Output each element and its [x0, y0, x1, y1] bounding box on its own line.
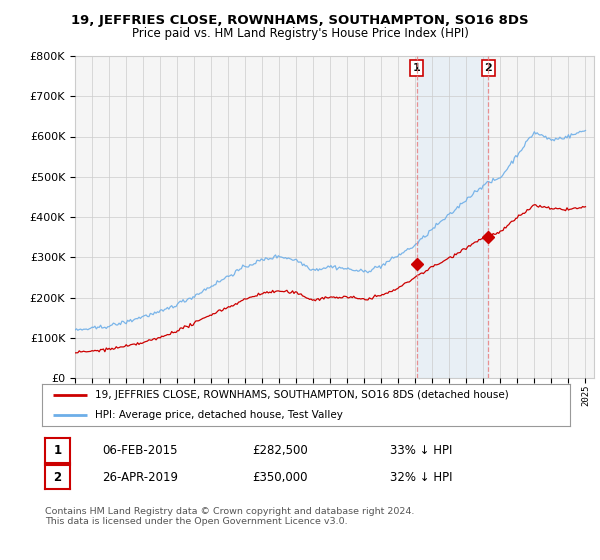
Text: Contains HM Land Registry data © Crown copyright and database right 2024.
This d: Contains HM Land Registry data © Crown c… — [45, 507, 415, 526]
Text: 1: 1 — [413, 63, 421, 73]
Bar — [416, 56, 488, 378]
Text: 32% ↓ HPI: 32% ↓ HPI — [390, 470, 452, 484]
Text: 33% ↓ HPI: 33% ↓ HPI — [390, 444, 452, 458]
Text: HPI: Average price, detached house, Test Valley: HPI: Average price, detached house, Test… — [95, 410, 343, 420]
Text: £282,500: £282,500 — [252, 444, 308, 458]
Text: 1: 1 — [53, 444, 62, 458]
Text: 26-APR-2019: 26-APR-2019 — [102, 470, 178, 484]
Text: 2: 2 — [484, 63, 492, 73]
Text: 2: 2 — [53, 470, 62, 484]
Text: 06-FEB-2015: 06-FEB-2015 — [102, 444, 178, 458]
Text: 19, JEFFRIES CLOSE, ROWNHAMS, SOUTHAMPTON, SO16 8DS: 19, JEFFRIES CLOSE, ROWNHAMS, SOUTHAMPTO… — [71, 14, 529, 27]
Text: Price paid vs. HM Land Registry's House Price Index (HPI): Price paid vs. HM Land Registry's House … — [131, 27, 469, 40]
Text: 19, JEFFRIES CLOSE, ROWNHAMS, SOUTHAMPTON, SO16 8DS (detached house): 19, JEFFRIES CLOSE, ROWNHAMS, SOUTHAMPTO… — [95, 390, 509, 400]
Text: £350,000: £350,000 — [252, 470, 308, 484]
